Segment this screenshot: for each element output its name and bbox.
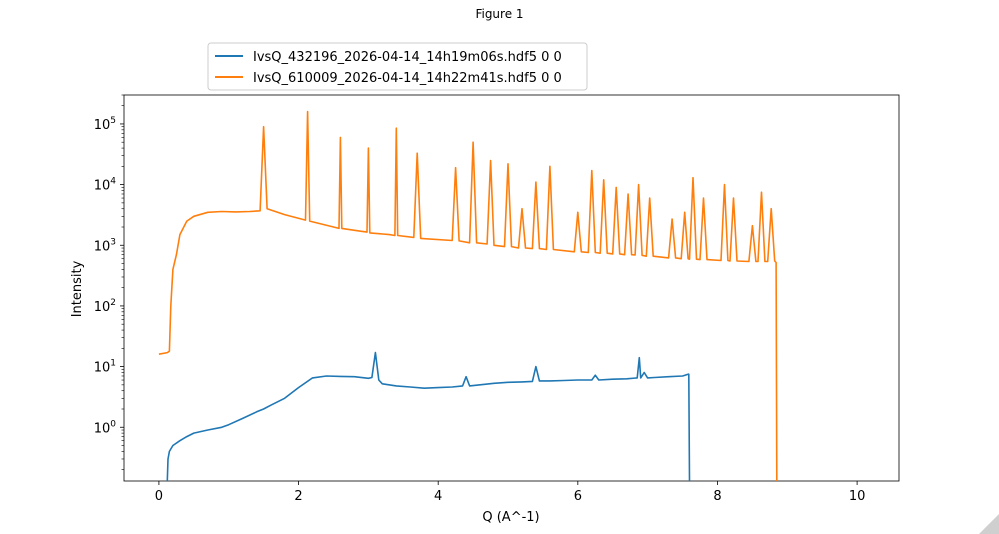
- y-axis-label: Intensity: [70, 260, 85, 317]
- resize-grip[interactable]: [979, 514, 999, 534]
- y-axis-ticks: 100 101 102 103 104 105: [94, 94, 124, 470]
- y-tick-label: 100: [94, 419, 117, 436]
- y-tick-label: 104: [94, 177, 117, 194]
- plot-area: [123, 94, 900, 482]
- x-tick-label: 0: [155, 489, 163, 504]
- x-tick-label: 2: [294, 489, 302, 504]
- legend-label-series-1: IvsQ_432196_2026-04-14_14h19m06s.hdf5 0 …: [253, 50, 562, 65]
- y-tick-label: 105: [94, 116, 116, 133]
- x-tick-label: 10: [849, 489, 866, 504]
- window-title: Figure 1: [475, 7, 524, 21]
- x-axis-ticks: 0 2 4 6 8 10: [155, 481, 866, 504]
- series-line-2: [158, 110, 778, 481]
- series-layer: [158, 110, 778, 481]
- legend-label-series-2: IvsQ_610009_2026-04-14_14h22m41s.hdf5 0 …: [253, 71, 562, 86]
- y-tick-label: 101: [94, 359, 116, 376]
- x-axis-label: Q (A^-1): [482, 510, 539, 525]
- legend: IvsQ_432196_2026-04-14_14h19m06s.hdf5 0 …: [207, 42, 588, 91]
- y-tick-label: 103: [94, 237, 116, 254]
- x-tick-label: 4: [434, 489, 442, 504]
- series-line-1: [166, 351, 691, 481]
- y-tick-label: 102: [94, 298, 116, 315]
- legend-box: [207, 42, 588, 91]
- x-tick-label: 6: [574, 489, 582, 504]
- x-tick-label: 8: [713, 489, 721, 504]
